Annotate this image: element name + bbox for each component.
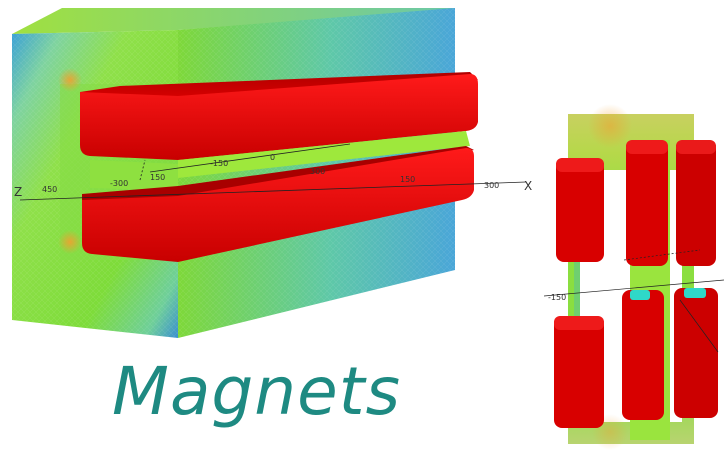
- axis-tick: -150: [548, 293, 566, 302]
- axis-tick: 450: [42, 185, 57, 194]
- left-axis: [19, 143, 527, 201]
- quadrupole-magnet-render: -150: [543, 104, 724, 450]
- lower-coil-top: [82, 146, 474, 206]
- upper-coil: [80, 74, 478, 160]
- caption-title: Magnets: [112, 353, 401, 430]
- axis-tick: -150: [210, 159, 228, 168]
- axis-tick: 300: [484, 181, 499, 190]
- upper-coil-group: [556, 140, 716, 266]
- axis-tick: 150: [400, 175, 415, 184]
- axis-tick: -300: [110, 179, 128, 188]
- pole-face: [178, 131, 470, 178]
- lower-coil-group: [554, 288, 718, 428]
- z-axis-label: Z: [14, 185, 22, 199]
- x-axis-label: X: [524, 179, 532, 193]
- yoke-top-face: [12, 8, 455, 34]
- dipole-magnet-render: Z X 450 300 150 300 150 0 -150 -300: [12, 8, 532, 338]
- lower-coil: [82, 148, 474, 262]
- axis-tick: 300: [310, 167, 325, 176]
- axis-tick: 150: [150, 173, 165, 182]
- right-axis: [543, 249, 724, 353]
- axis-tick: 0: [270, 153, 275, 162]
